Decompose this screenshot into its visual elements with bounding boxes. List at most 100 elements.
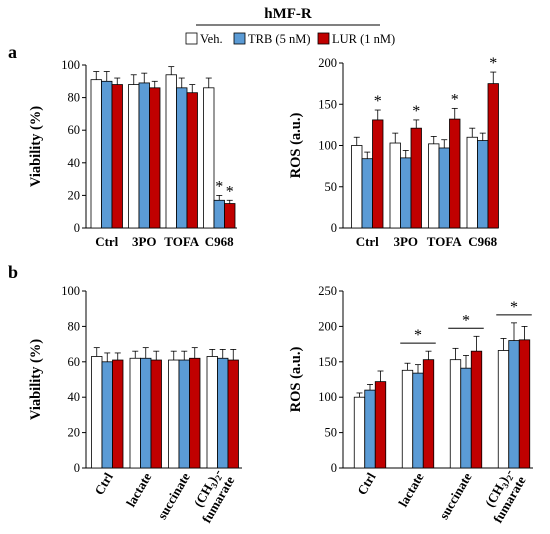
bar-c968-veh xyxy=(203,87,215,229)
legend-label-trb-5-nm: TRB (5 nM) xyxy=(248,32,311,46)
bar-3po-trb-5-nm xyxy=(400,157,412,229)
bar-succinate-lur-1-nm xyxy=(470,350,483,469)
x-tick-label-3po: 3PO xyxy=(132,234,157,249)
bar-succinate-veh xyxy=(449,359,462,469)
y-tick-label: 0 xyxy=(331,461,337,475)
bar-ctrl-lur-1-nm xyxy=(374,381,387,469)
x-tick-label-lactate: lactate xyxy=(123,470,155,510)
subscript: 3 xyxy=(500,480,511,489)
y-tick-label: 0 xyxy=(74,461,80,475)
bar-lactate-lur-1-nm xyxy=(150,359,162,469)
x-tick-label-ctrl: Ctrl xyxy=(91,470,116,498)
x-tick-label-ctrl: Ctrl xyxy=(95,234,118,249)
x-tick-label-succinate: succinate xyxy=(154,470,193,522)
x-tick-label-ctrl: Ctrl xyxy=(356,234,379,249)
significance-star: * xyxy=(489,55,497,72)
bar-3po-lur-1-nm xyxy=(149,87,161,229)
bar-ctrl-veh xyxy=(353,396,366,469)
significance-star: * xyxy=(374,93,382,110)
y-tick-label: 100 xyxy=(318,390,337,404)
significance-star: * xyxy=(226,183,234,200)
bar-ctrl-trb-5-nm xyxy=(361,158,373,229)
x-tick-label-ch3-2-fumarate: (CH3)2-fumarate xyxy=(186,466,238,526)
x-tick-label-part: ) xyxy=(496,474,511,485)
figure-title: hMF-R xyxy=(264,6,312,22)
x-tick-label-tofa: TOFA xyxy=(427,234,463,249)
significance-star: * xyxy=(462,312,470,329)
significance-star: * xyxy=(510,299,518,316)
x-tick-label-part: - xyxy=(501,466,516,477)
y-tick-label: 20 xyxy=(68,426,81,440)
bar-c968-lur-1-nm xyxy=(224,203,236,229)
subscript: 2 xyxy=(504,473,515,482)
legend-swatch-lur-1-nm xyxy=(317,32,330,45)
y-tick-label: 40 xyxy=(68,390,81,404)
bar-succinate-trb-5-nm xyxy=(178,359,190,469)
y-tick-label: 40 xyxy=(68,156,81,170)
y-tick-label: 100 xyxy=(318,139,337,153)
y-tick-label: 20 xyxy=(68,188,81,202)
subscript: 3 xyxy=(209,480,220,489)
legend-swatch-veh xyxy=(185,32,198,45)
y-tick-label: 150 xyxy=(318,355,337,369)
chart-a-ros: 0 50 100 150 200 ROS (a.u.) Ctrl * 3PO * TOFA * C968… xyxy=(288,55,499,249)
bar-tofa-trb-5-nm xyxy=(438,147,450,229)
y-tick-label: 200 xyxy=(318,319,337,333)
bar-tofa-veh xyxy=(165,74,177,229)
x-tick-label-3po: 3PO xyxy=(393,234,418,249)
y-tick-label: 200 xyxy=(318,56,337,70)
bar-lactate-veh xyxy=(129,357,141,469)
bar-ch3-2-fumarate-veh xyxy=(206,356,218,469)
x-tick-label-c968: C968 xyxy=(468,234,497,249)
y-tick-label: 50 xyxy=(325,180,338,194)
bar-ctrl-veh xyxy=(90,79,102,229)
bar-ctrl-trb-5-nm xyxy=(101,80,113,229)
bar-ctrl-lur-1-nm xyxy=(112,359,124,469)
x-tick-label-c968: C968 xyxy=(205,234,234,249)
bar-tofa-lur-1-nm xyxy=(186,92,198,229)
significance-star: * xyxy=(215,178,223,195)
bar-ctrl-veh xyxy=(351,145,363,229)
bar-ctrl-lur-1-nm xyxy=(111,84,123,229)
y-tick-label: 100 xyxy=(61,58,80,72)
bar-c968-lur-1-nm xyxy=(487,83,499,229)
y-axis-title: ROS (a.u.) xyxy=(288,347,304,413)
x-tick-label-part: - xyxy=(209,466,224,477)
y-tick-label: 100 xyxy=(61,284,80,298)
bar-tofa-lur-1-nm xyxy=(449,118,461,229)
bar-tofa-trb-5-nm xyxy=(176,87,188,229)
bar-ch3-2-fumarate-lur-1-nm xyxy=(227,359,239,469)
bar-lactate-trb-5-nm xyxy=(412,372,424,469)
bar-ctrl-lur-1-nm xyxy=(372,119,384,229)
y-tick-label: 150 xyxy=(318,97,337,111)
bar-ctrl-veh xyxy=(91,356,103,469)
bar-ctrl-trb-5-nm xyxy=(101,361,113,469)
panel-label-b: b xyxy=(8,262,18,282)
x-tick-label-lactate: lactate xyxy=(395,470,427,510)
y-tick-label: 0 xyxy=(74,221,80,235)
bar-3po-veh xyxy=(389,142,401,229)
y-tick-label: 60 xyxy=(68,355,81,369)
bar-ch3-2-fumarate-lur-1-nm xyxy=(518,339,531,469)
y-tick-label: 250 xyxy=(318,284,337,298)
bar-ch3-2-fumarate-trb-5-nm xyxy=(508,340,520,469)
y-axis-title: ROS (a.u.) xyxy=(288,113,304,179)
y-tick-label: 50 xyxy=(325,426,338,440)
y-tick-label: 0 xyxy=(331,221,337,235)
y-tick-label: 80 xyxy=(68,91,81,105)
bar-succinate-lur-1-nm xyxy=(189,357,201,469)
bar-lactate-trb-5-nm xyxy=(140,357,152,469)
bar-c968-veh xyxy=(466,136,478,229)
bar-tofa-veh xyxy=(428,143,440,229)
bar-ctrl-trb-5-nm xyxy=(364,389,376,469)
legend-swatch-trb-5-nm xyxy=(233,32,246,45)
chart-a-viability: 0 20 40 60 80 100 Viability (%) Ctrl 3PO TOFA C968… xyxy=(28,58,237,249)
bar-lactate-lur-1-nm xyxy=(422,359,435,469)
subscript: 2 xyxy=(213,473,224,482)
bar-c968-trb-5-nm xyxy=(477,140,489,229)
panel-label-a: a xyxy=(8,42,17,62)
chart-b-ros: 0 50 100 150 200 250 ROS (a.u.) Ctrl lactate * suc… xyxy=(288,284,533,525)
bar-succinate-trb-5-nm xyxy=(460,367,472,469)
significance-star: * xyxy=(451,91,459,108)
